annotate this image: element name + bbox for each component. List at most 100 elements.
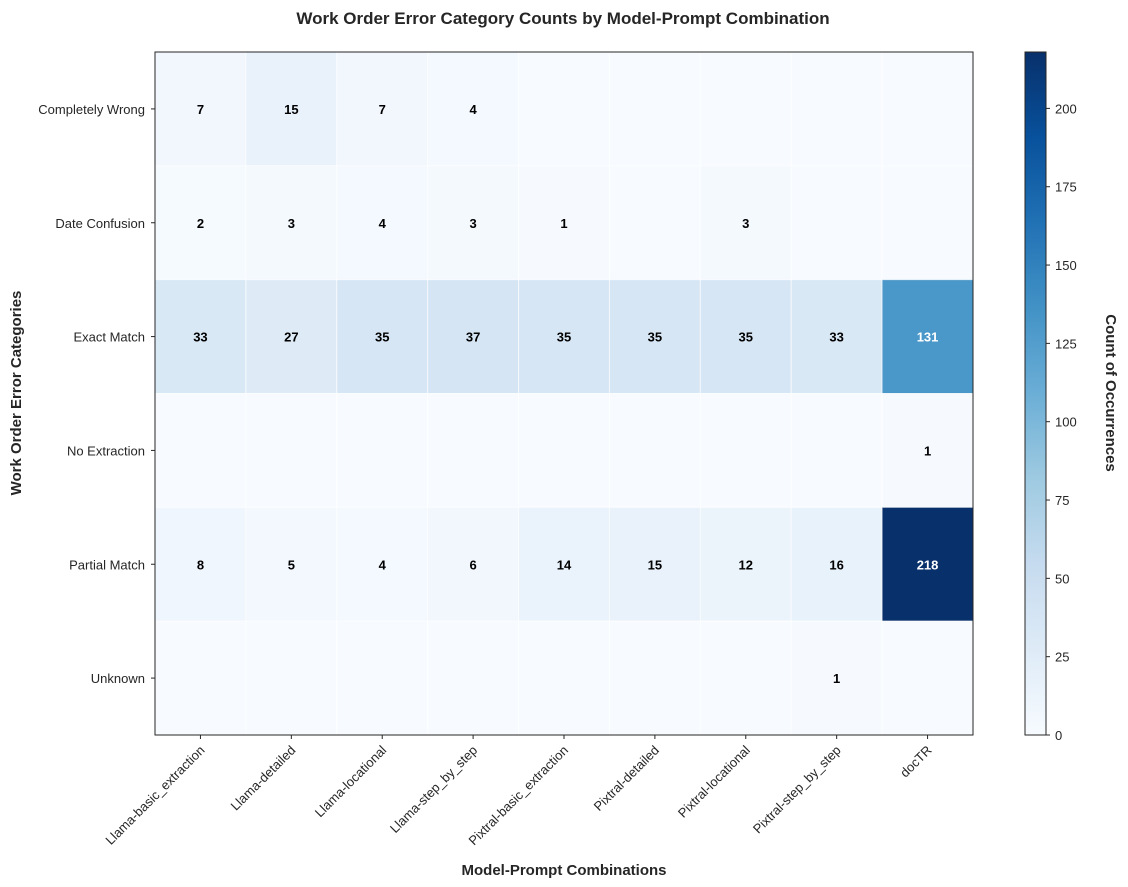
heatmap-cell [245,620,338,736]
cell-value-label: 5 [288,557,295,572]
y-tick-label: Exact Match [73,330,145,345]
heatmap-cell [881,393,974,508]
y-tick-label: Date Confusion [55,216,145,231]
heatmap-cells [154,51,974,736]
y-axis-label: Work Order Error Categories [8,291,25,496]
heatmap-cell [881,165,974,281]
cell-value-label: 4 [469,102,477,117]
heatmap-cell [608,51,701,167]
cell-value-label: 3 [288,216,295,231]
x-tick-label: docTR [897,743,935,781]
heatmap-cell [245,51,338,167]
heatmap-cell [336,279,429,394]
heatmap-cell [427,393,520,508]
colorbar-tick-label: 50 [1055,571,1069,586]
heatmap-cell [790,506,883,622]
cell-value-label: 4 [379,557,387,572]
heatmap-cell [881,279,974,394]
heatmap-cell [518,393,610,508]
heatmap-cell [245,165,338,281]
x-tick-label: Pixtral-detailed [591,743,662,814]
cell-value-label: 8 [197,557,204,572]
cell-value-label: 7 [379,102,386,117]
heatmap-cell [608,620,701,736]
cell-value-label: 14 [557,557,572,572]
colorbar-tick-labels: 0 25 50 75 100 125 150 175 200 [1046,101,1077,743]
cell-value-label: 4 [379,216,387,231]
heatmap-cell [699,279,792,394]
cell-value-label: 16 [829,557,843,572]
cell-value-label: 37 [466,330,480,345]
cell-value-label: 35 [648,330,662,345]
heatmap-cell [790,393,883,508]
colorbar-tick-label: 200 [1055,101,1077,116]
heatmap-cell [427,279,520,394]
chart-title: Work Order Error Category Counts by Mode… [296,9,829,28]
cell-value-label: 33 [193,330,207,345]
cell-value-label: 1 [924,443,931,458]
colorbar-tick-label: 0 [1055,728,1062,743]
heatmap-cell [245,506,338,622]
cell-value-label: 218 [917,557,939,572]
cell-value-label: 12 [739,557,753,572]
heatmap-cell [336,620,429,736]
x-axis-label: Model-Prompt Combinations [462,862,667,879]
cell-value-label: 2 [197,216,204,231]
colorbar [1024,51,1047,736]
cell-value-label: 3 [742,216,749,231]
heatmap-cell [881,506,974,622]
heatmap-cell [154,393,247,508]
colorbar-tick-label: 75 [1055,493,1069,508]
cell-value-label: 15 [284,102,298,117]
cell-value-label: 1 [560,216,567,231]
cell-value-label: 15 [648,557,662,572]
colorbar-tick-label: 125 [1055,336,1077,351]
heatmap-cell [518,620,610,736]
heatmap-cell [245,279,338,394]
cell-value-label: 35 [557,330,571,345]
heatmap-cell [608,165,701,281]
colorbar-tick-label: 150 [1055,258,1077,273]
x-tick-label: Pixtral-basic_extraction [465,743,571,849]
heatmap-cell [699,393,792,508]
heatmap-cell [881,620,974,736]
colorbar-tick-label: 25 [1055,650,1069,665]
cell-value-label: 33 [829,330,843,345]
x-tick-label: Pixtral-step_by_step [750,743,844,837]
colorbar-tick-label: 175 [1055,180,1077,195]
colorbar-tick-label: 100 [1055,415,1077,430]
heatmap-cell [154,165,247,281]
x-tick-label: Llama-step_by_step [387,743,480,836]
y-tick-label: No Extraction [67,443,145,458]
x-tick-label: Llama-detailed [228,743,299,814]
heatmap-cell [518,279,610,394]
heatmap-cell [881,51,974,167]
heatmap-cell [427,620,520,736]
cell-value-label: 3 [469,216,476,231]
heatmap-cell [608,279,701,394]
heatmap-cell [699,506,792,622]
colorbar-label: Count of Occurrences [1102,314,1119,472]
cell-value-label: 131 [917,330,939,345]
heatmap-cell [608,393,701,508]
cell-value-label: 1 [833,671,840,686]
x-tick-labels: Llama-basic_extraction Llama-detailed Llam… [102,735,935,849]
heatmap-cell [245,393,338,508]
heatmap-cell [427,165,520,281]
heatmap-cell [518,51,610,167]
heatmap-cell [154,506,247,622]
x-tick-label: Llama-locational [312,742,390,820]
heatmap-cell [699,51,792,167]
heatmap-cell [790,165,883,281]
y-tick-label: Completely Wrong [38,102,145,117]
heatmap-cell [336,506,429,622]
cell-value-label: 27 [284,330,298,345]
x-tick-label: Llama-basic_extraction [102,743,207,848]
heatmap-cell [154,51,247,167]
cell-value-label: 6 [469,557,476,572]
y-tick-label: Unknown [91,671,145,686]
cell-value-label: 35 [739,330,753,345]
